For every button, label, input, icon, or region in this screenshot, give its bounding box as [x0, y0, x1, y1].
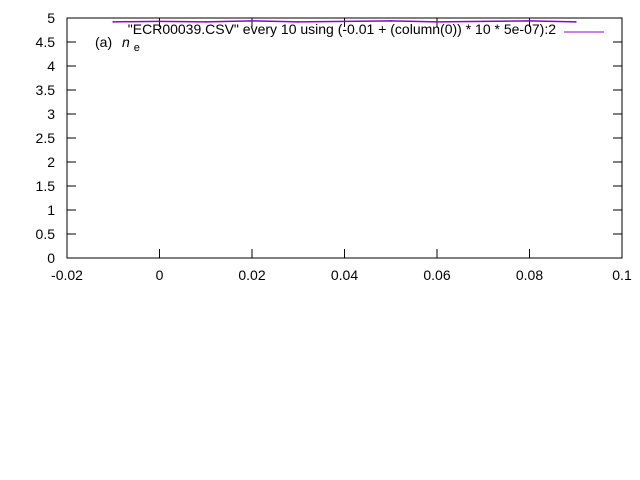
- x-tick-label: -0.02: [51, 267, 83, 283]
- y-tick-label: 4.5: [36, 34, 56, 50]
- annotation-subscript: e: [134, 42, 140, 54]
- x-tick-label: 0.02: [238, 267, 265, 283]
- panel-annotation: (a) n e: [95, 34, 140, 54]
- y-tick-label: 2.5: [36, 130, 56, 146]
- x-tick-label: 0.06: [423, 267, 450, 283]
- data-point: [528, 19, 531, 22]
- data-point: [574, 20, 577, 23]
- y-tick-label: 1: [47, 202, 55, 218]
- legend-label: "ECR00039.CSV" every 10 using (-0.01 + (…: [128, 21, 556, 37]
- data-point: [158, 20, 161, 23]
- y-tick-label: 0: [47, 250, 55, 266]
- y-tick-label: 3: [47, 106, 55, 122]
- data-point: [482, 20, 485, 23]
- annotation-prefix: (a): [95, 34, 112, 50]
- data-point: [204, 20, 207, 23]
- data-point: [297, 20, 300, 23]
- y-tick-label: 1.5: [36, 178, 56, 194]
- data-point: [343, 20, 346, 23]
- x-tick-label: 0: [156, 267, 164, 283]
- y-tick-label: 5: [47, 10, 55, 26]
- data-point: [112, 20, 115, 23]
- y-tick-label: 2: [47, 154, 55, 170]
- x-tick-label: 0.1: [612, 267, 632, 283]
- annotation-symbol: n: [122, 34, 130, 50]
- legend: "ECR00039.CSV" every 10 using (-0.01 + (…: [128, 21, 604, 37]
- data-point: [436, 20, 438, 23]
- y-tick-label: 4: [47, 58, 55, 74]
- series-layer: [112, 19, 577, 23]
- data-point: [389, 19, 392, 22]
- data-point: [251, 19, 253, 22]
- x-tick-label: 0.08: [516, 267, 543, 283]
- axis-ticks: -0.02 0 0.02 0.04 0.06 0.08 0.100.511.522.533.…: [36, 10, 632, 283]
- y-tick-label: 0.5: [36, 226, 56, 242]
- plot-frame: [66, 17, 623, 259]
- x-tick-label: 0.04: [331, 267, 358, 283]
- y-tick-label: 3.5: [36, 82, 56, 98]
